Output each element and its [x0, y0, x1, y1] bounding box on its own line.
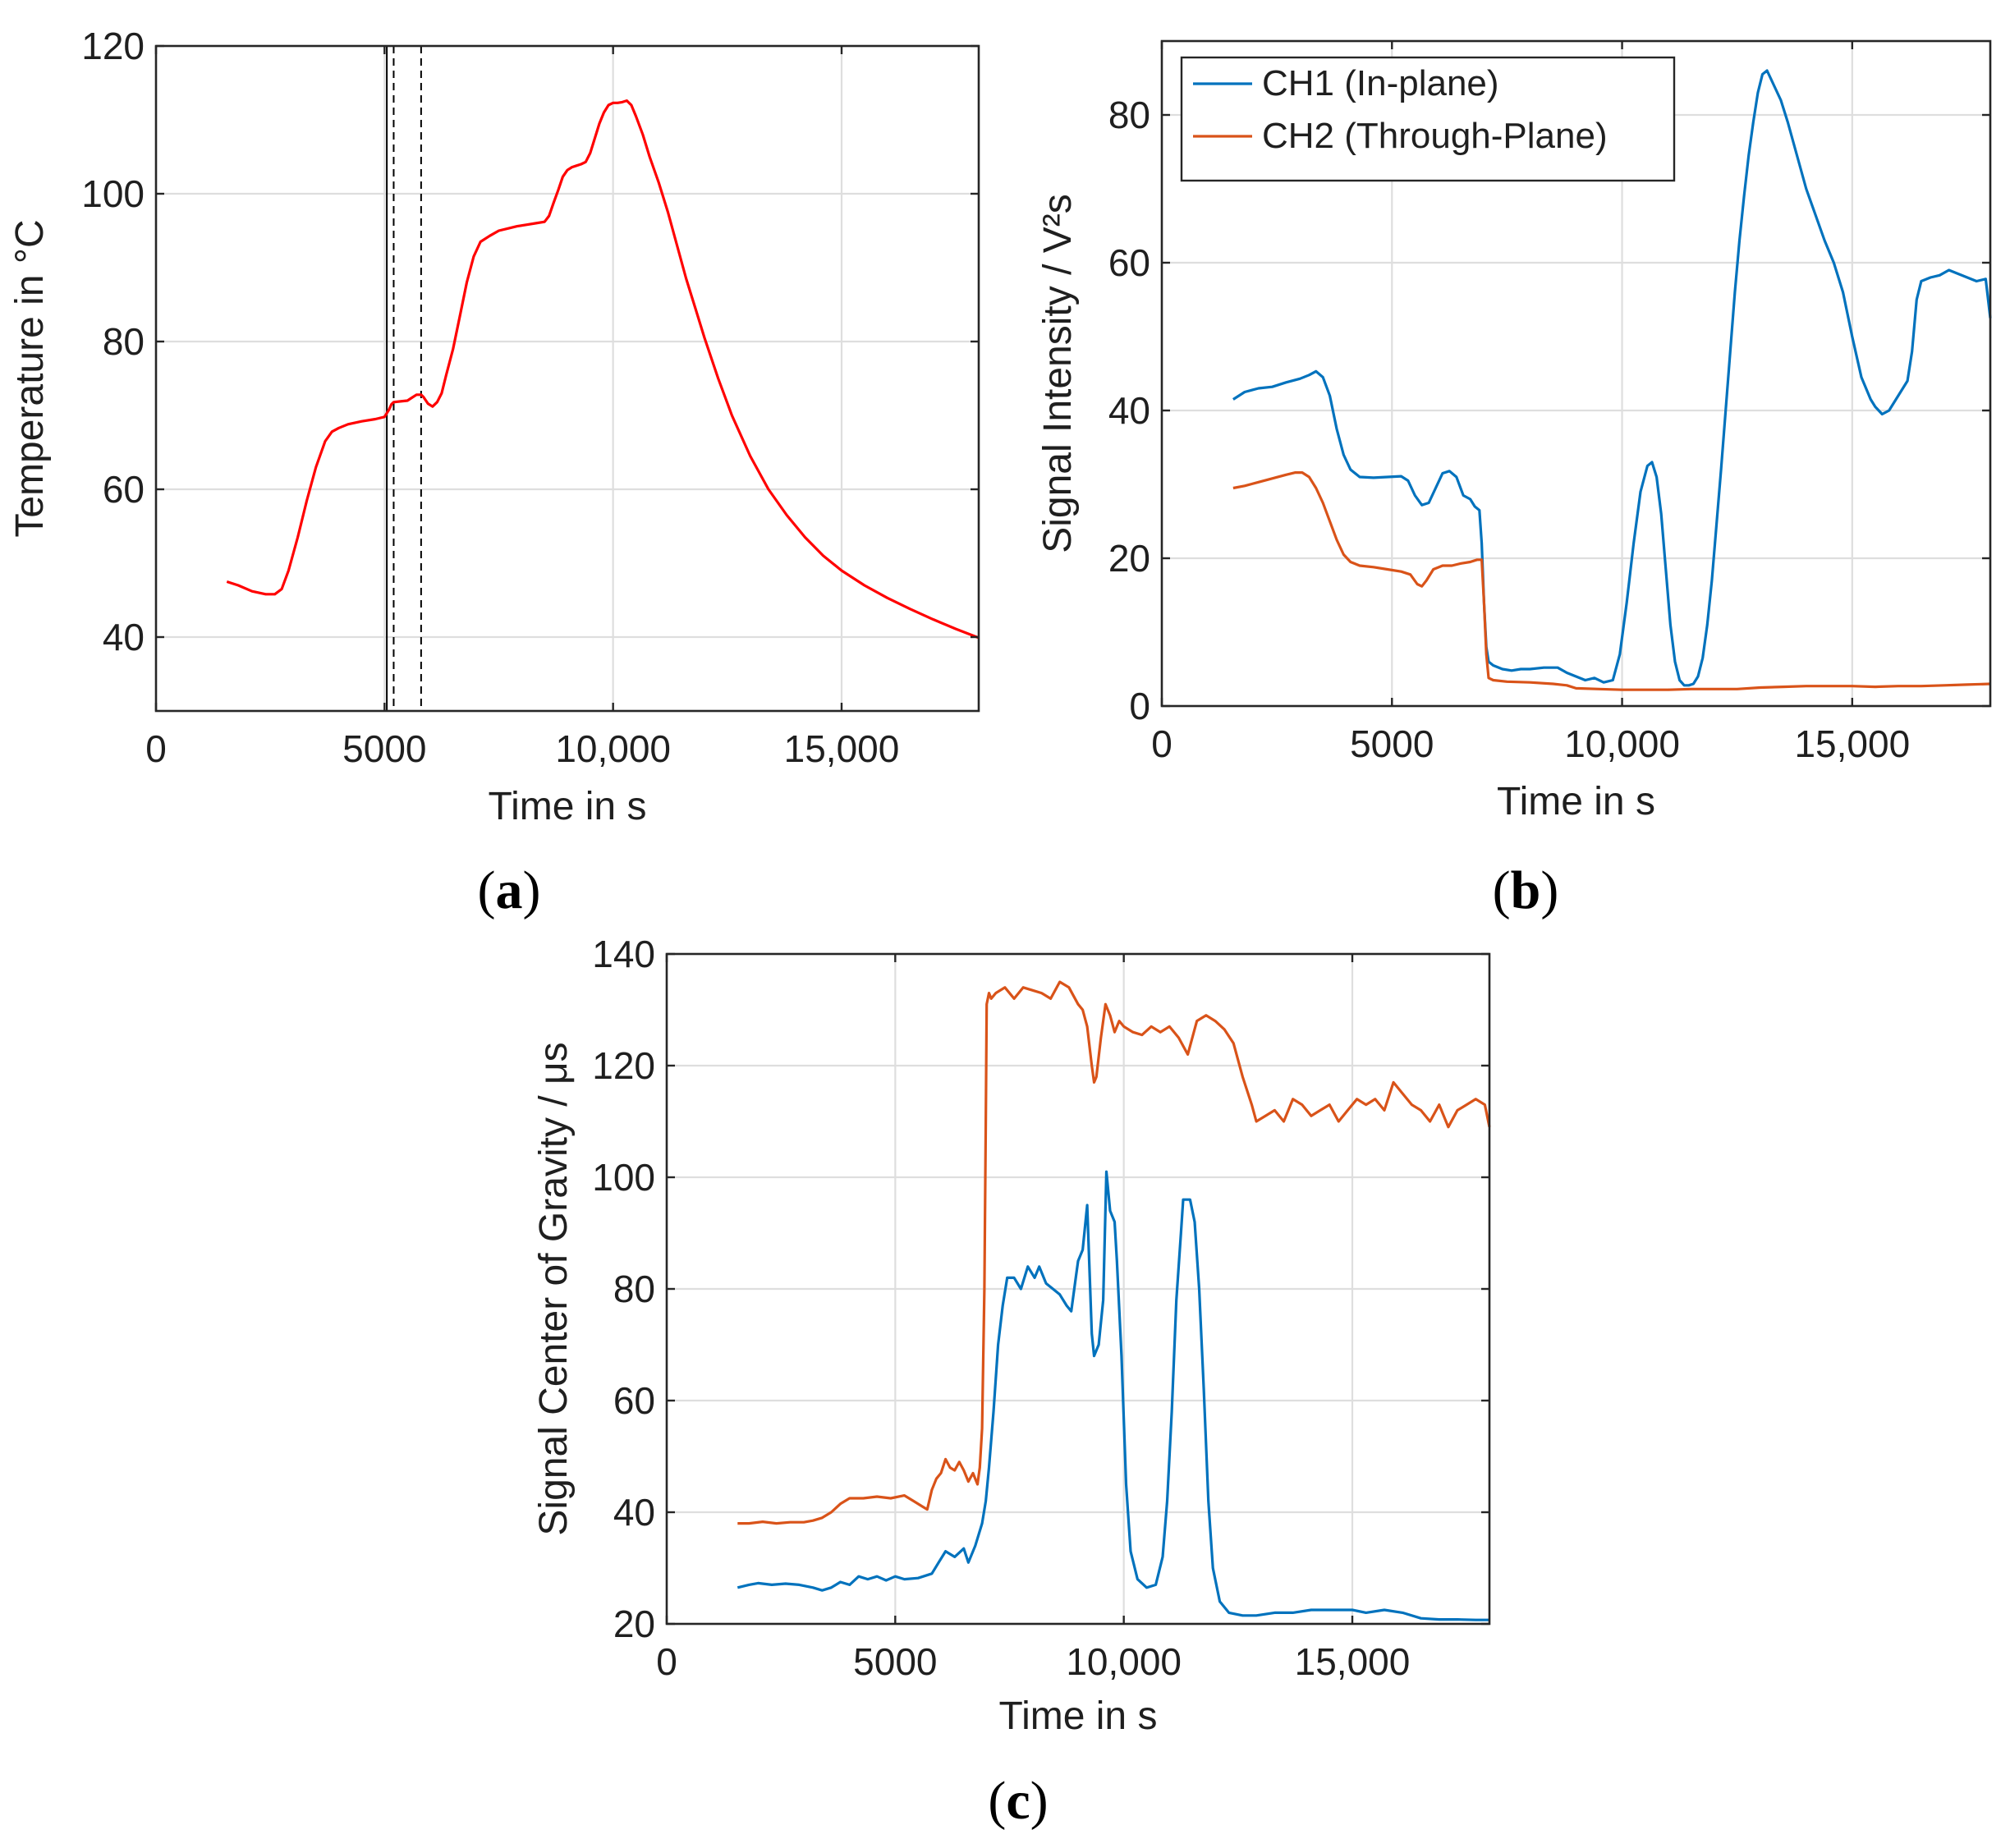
y-tick-label: 40 [1108, 389, 1150, 432]
x-tick-label: 5000 [342, 727, 426, 770]
y-axis-label: Temperature in °C [8, 219, 52, 537]
chart-panel-b: 0 5000 10,000 15,000 0 20 40 60 80 Time in s Signa… [1036, 39, 1992, 920]
series-line-ch2 [1232, 471, 1991, 691]
y-tick-label: 60 [613, 1379, 655, 1422]
y-tick-label: 40 [103, 616, 145, 658]
x-tick-label: 0 [1151, 722, 1172, 765]
series-line-temperature [226, 99, 980, 640]
x-axis-label: Time in s [489, 785, 647, 828]
legend-entry: CH1 (In-plane) [1262, 63, 1499, 103]
x-tick-label: 15,000 [1794, 722, 1910, 765]
chart-panel-a: 0 5000 10,000 15,000 40 60 80 100 120 Time in s Te… [8, 25, 980, 920]
y-tick-label: 20 [613, 1603, 655, 1645]
panel-label: (a) [478, 860, 541, 920]
series-line-ch1 [737, 1170, 1489, 1621]
series-line-ch2 [737, 980, 1491, 1525]
panel-label: (c) [988, 1771, 1048, 1831]
x-tick-label: 10,000 [555, 727, 671, 770]
y-tick-label: 40 [613, 1491, 655, 1534]
y-tick-label: 120 [81, 25, 145, 67]
y-tick-label: 0 [1129, 685, 1150, 727]
x-tick-label: 5000 [853, 1640, 937, 1683]
y-tick-label: 60 [103, 468, 145, 511]
y-tick-label: 60 [1108, 241, 1150, 284]
y-tick-label: 100 [592, 1156, 655, 1199]
axes-frame [1160, 39, 1992, 708]
x-tick-label: 15,000 [784, 727, 900, 770]
x-tick-label: 10,000 [1564, 722, 1680, 765]
y-tick-label: 80 [613, 1268, 655, 1310]
legend-box [1180, 56, 1676, 182]
legend: CH1 (In-plane) CH2 (Through-Plane) [1180, 56, 1676, 182]
x-axis-label: Time in s [999, 1694, 1158, 1738]
y-tick-label: 140 [592, 933, 655, 975]
y-tick-label: 100 [81, 172, 145, 215]
y-tick-label: 80 [1108, 94, 1150, 136]
y-tick-label: 80 [103, 320, 145, 363]
x-tick-label: 15,000 [1295, 1640, 1411, 1683]
x-tick-label: 0 [145, 727, 167, 770]
axes-frame [154, 44, 980, 713]
panel-label: (b) [1493, 860, 1559, 920]
x-axis-label: Time in s [1497, 780, 1655, 823]
legend-entry: CH2 (Through-Plane) [1262, 116, 1608, 156]
y-tick-label: 20 [1108, 537, 1150, 580]
y-axis-label: Signal Center of Gravity / μs [532, 1042, 576, 1535]
series-line-ch1 [1232, 69, 1992, 687]
x-tick-label: 0 [656, 1640, 677, 1683]
y-axis-label: Signal Intensity / V²s [1036, 194, 1080, 553]
x-tick-label: 10,000 [1066, 1640, 1182, 1683]
x-tick-label: 5000 [1350, 722, 1434, 765]
plot-area [156, 46, 979, 711]
chart-panel-c: 0 5000 10,000 15,000 20 40 60 80 100 120 140 Time i… [532, 933, 1491, 1831]
y-tick-label: 120 [592, 1044, 655, 1087]
